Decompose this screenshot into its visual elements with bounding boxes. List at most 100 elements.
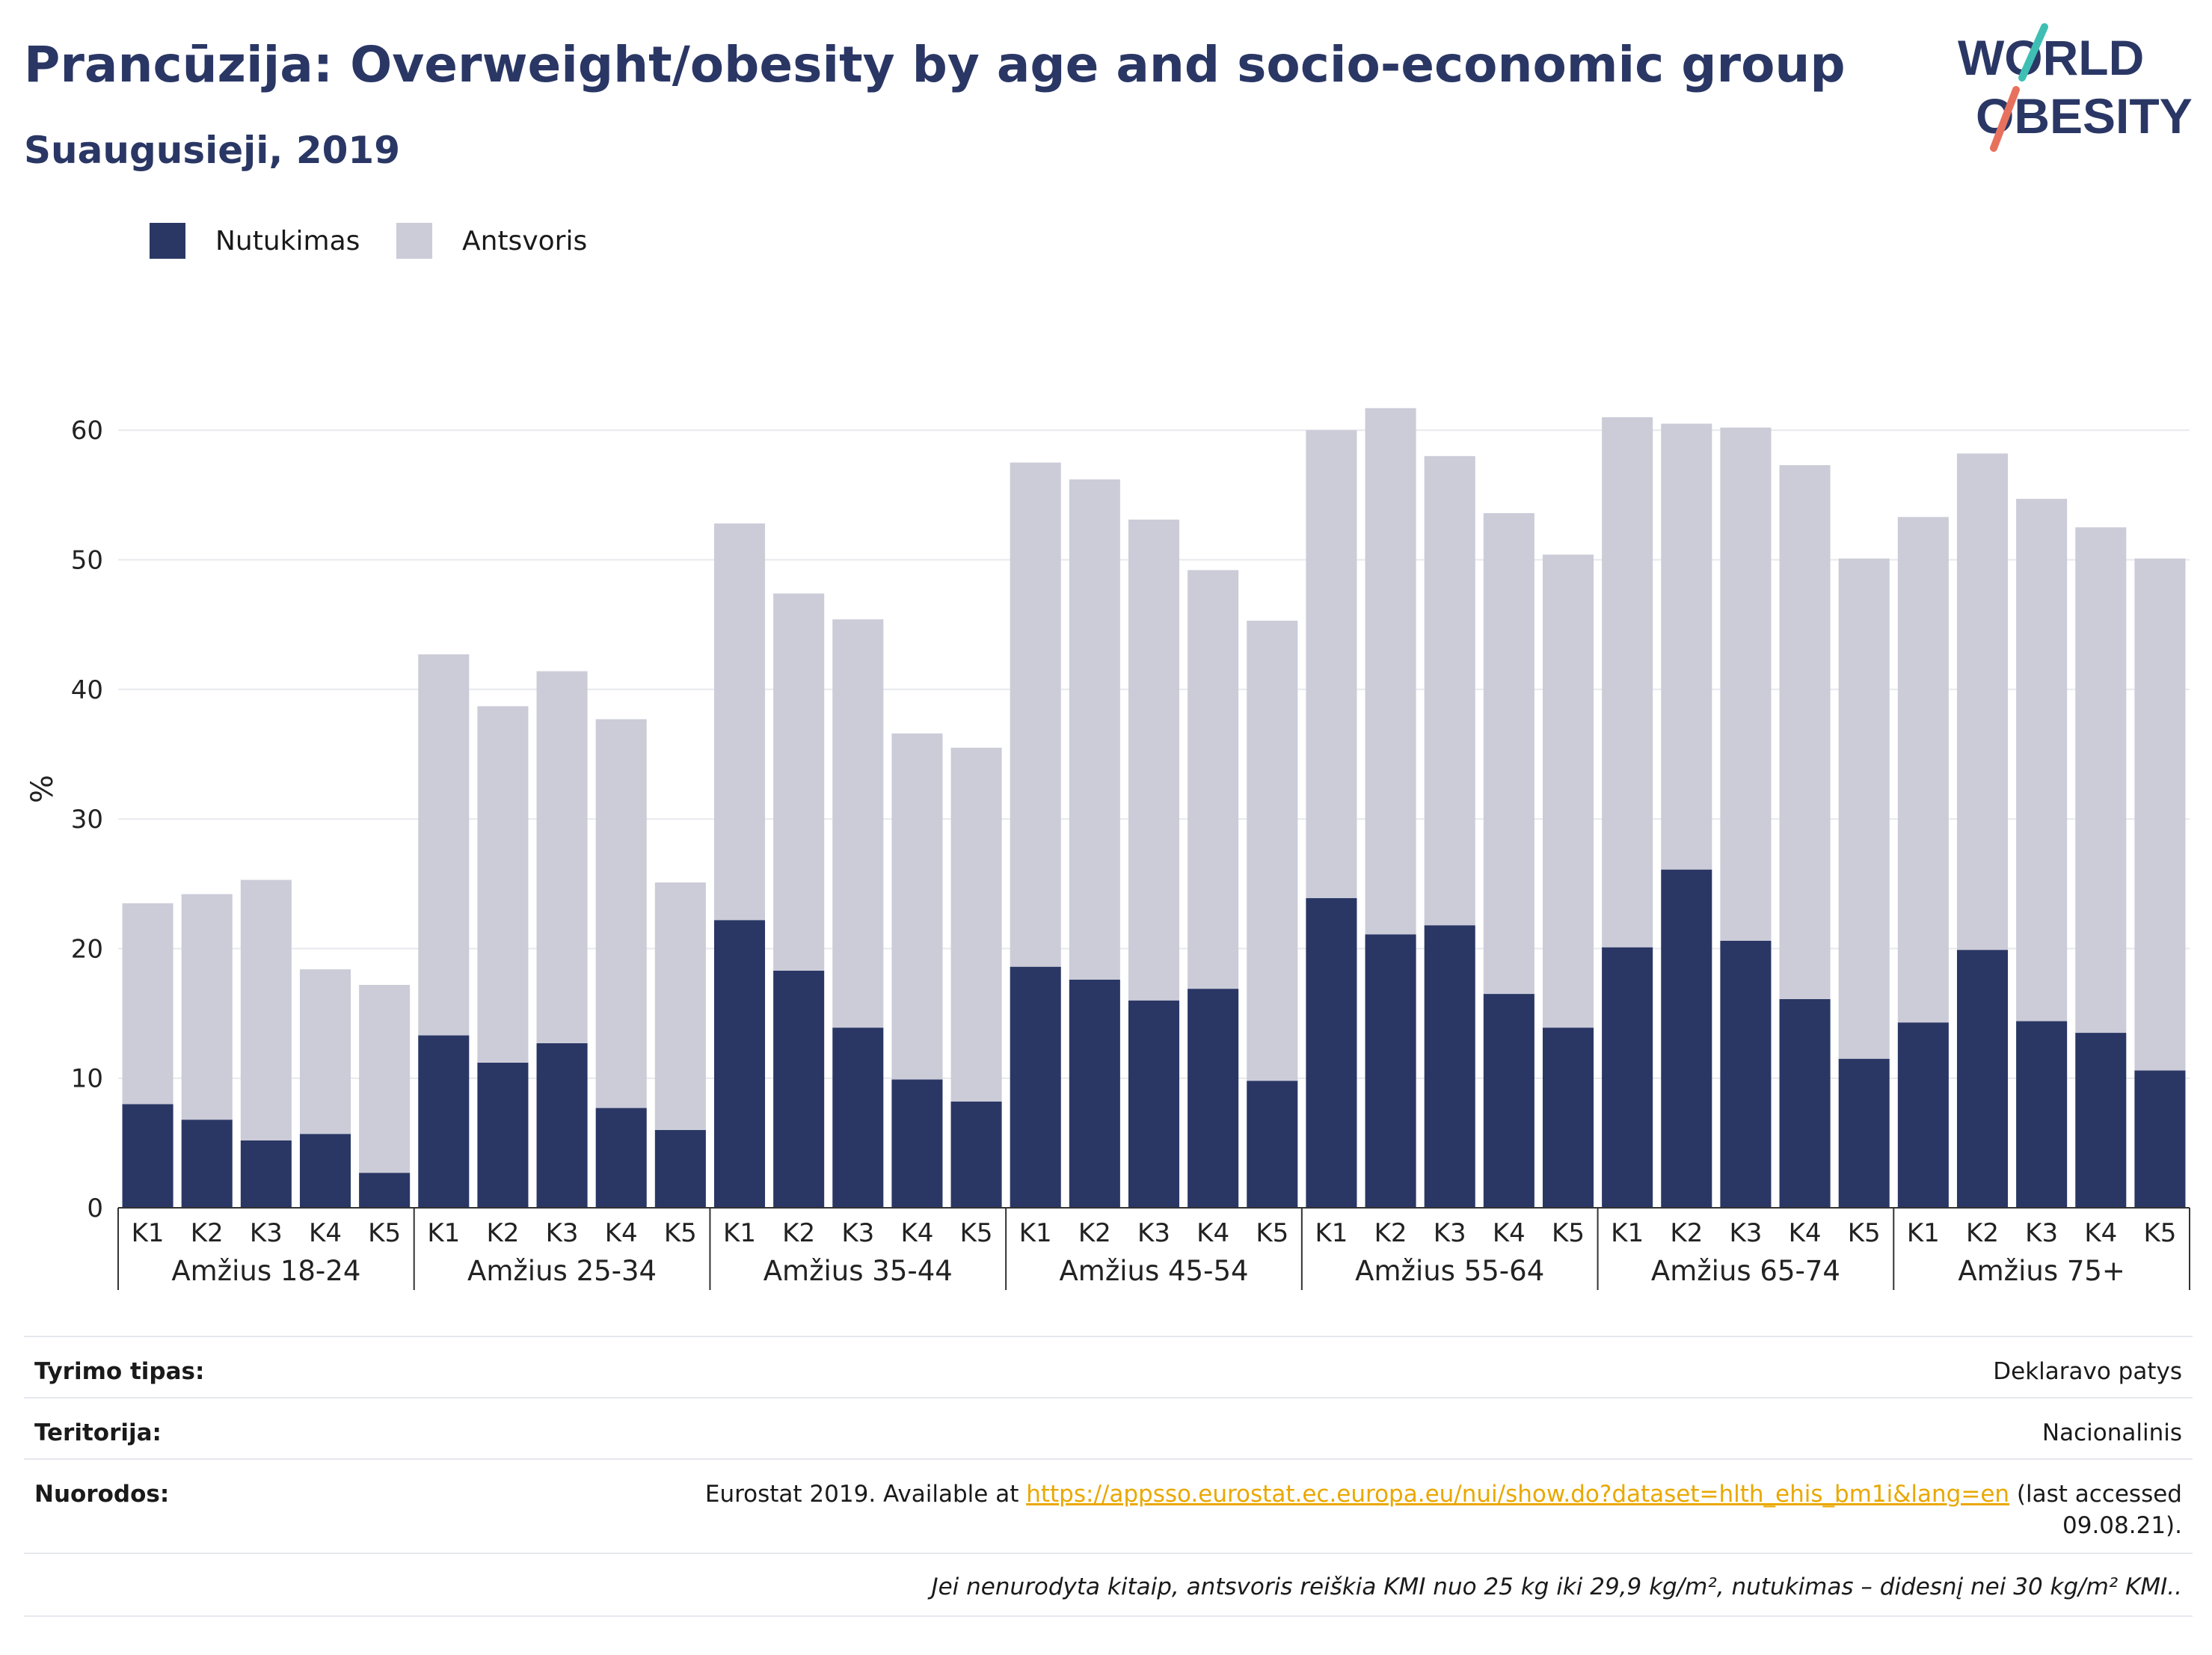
bar-obesity (2134, 1070, 2186, 1208)
survey-type-label: Tyrimo tipas: (34, 1358, 205, 1385)
bar-overweight (1128, 519, 1180, 1001)
y-tick-label: 20 (71, 934, 103, 964)
group-label: Amžius 25-34 (467, 1255, 657, 1287)
bar-obesity (1661, 869, 1712, 1208)
bar-obesity (1306, 897, 1357, 1208)
legend-label-overweight: Antsvoris (462, 225, 588, 257)
bar-overweight (181, 894, 233, 1120)
x-tick-label: K1 (132, 1218, 165, 1248)
x-tick-label: K1 (427, 1218, 460, 1248)
bar-obesity (950, 1101, 1002, 1208)
bar-overweight (240, 879, 292, 1140)
bar-obesity (536, 1043, 588, 1208)
logo-line1: WORLD (1958, 30, 2144, 85)
group-label: Amžius 75+ (1958, 1255, 2125, 1287)
x-tick-label: K5 (2143, 1218, 2176, 1248)
bar-overweight (2016, 499, 2068, 1022)
bar-obesity (1838, 1058, 1890, 1208)
bar-obesity (1128, 1000, 1180, 1208)
group-label: Amžius 35-44 (764, 1255, 953, 1287)
bar-overweight (1247, 620, 1298, 1081)
bar-overweight (418, 654, 470, 1036)
bar-overweight (1661, 423, 1712, 870)
survey-type-value: Deklaravo patys (1993, 1358, 2182, 1385)
y-tick-label: 50 (71, 546, 103, 576)
y-tick-label: 0 (87, 1194, 103, 1223)
bar-obesity (1424, 925, 1475, 1208)
x-tick-label: K2 (191, 1218, 224, 1248)
references-link[interactable]: https://appsso.eurostat.ec.europa.eu/nui… (1026, 1481, 2010, 1508)
bar-obesity (654, 1130, 706, 1208)
x-tick-label: K3 (250, 1218, 283, 1248)
x-tick-label: K4 (900, 1218, 933, 1248)
bar-overweight (2134, 558, 2186, 1071)
footer-row-note: Jei nenurodyta kitaip, antsvoris reiškia… (24, 1553, 2193, 1617)
x-tick-label: K1 (1611, 1218, 1644, 1248)
bar-obesity (1010, 966, 1061, 1208)
bar-obesity (773, 970, 825, 1208)
bar-obesity (1483, 994, 1534, 1208)
bar-overweight (1069, 479, 1120, 980)
x-tick-label: K4 (605, 1218, 638, 1248)
bar-obesity (1188, 989, 1239, 1208)
x-tick-label: K5 (1552, 1218, 1585, 1248)
bar-overweight (1779, 464, 1831, 999)
bar-overweight (1956, 453, 2009, 951)
x-tick-label: K5 (1848, 1218, 1881, 1248)
logo-coral-slash (1990, 86, 2020, 152)
x-tick-label: K5 (960, 1218, 993, 1248)
y-tick-label: 60 (71, 416, 103, 446)
bar-obesity (359, 1173, 411, 1208)
definition-note: Jei nenurodyta kitaip, antsvoris reiškia… (931, 1573, 2182, 1600)
page-title: Prancūzija: Overweight/obesity by age an… (24, 36, 1846, 93)
x-tick-label: K1 (1019, 1218, 1052, 1248)
bar-obesity (181, 1120, 233, 1208)
y-tick-label: 10 (71, 1064, 103, 1094)
group-label: Amžius 45-54 (1059, 1255, 1248, 1287)
legend-label-obesity: Nutukimas (215, 225, 360, 257)
bar-obesity (1247, 1081, 1298, 1208)
x-tick-label: K1 (1315, 1218, 1348, 1248)
bar-obesity (832, 1028, 884, 1208)
x-tick-label: K3 (2025, 1218, 2058, 1248)
x-tick-label: K4 (309, 1218, 342, 1248)
x-tick-label: K4 (1789, 1218, 1822, 1248)
references-date: 09.08.21). (2062, 1512, 2182, 1539)
logo-teal-slash (2018, 23, 2048, 82)
world-obesity-logo: WORLD OBESITY (1958, 23, 2193, 152)
x-tick-label: K2 (782, 1218, 815, 1248)
bar-overweight (1306, 430, 1357, 898)
bar-overweight (654, 882, 706, 1131)
bar-overweight (477, 706, 529, 1063)
footer-row-territory: Teritorija: Nacionalinis (24, 1397, 2193, 1460)
bar-overweight (1602, 417, 1653, 948)
x-tick-label: K4 (2084, 1218, 2117, 1248)
bar-overweight (1424, 455, 1475, 926)
legend-item-overweight: Antsvoris (396, 223, 587, 259)
x-tick-label: K5 (1256, 1218, 1288, 1248)
bar-overweight (122, 903, 173, 1105)
bar-obesity (240, 1140, 292, 1208)
group-label: Amžius 65-74 (1651, 1255, 1840, 1287)
references-prefix: Eurostat 2019. Available at (704, 1481, 1027, 1508)
footer-row-references: Nuorodos: Eurostat 2019. Available at ht… (24, 1458, 2193, 1554)
x-tick-label: K3 (546, 1218, 579, 1248)
x-tick-label: K3 (841, 1218, 874, 1248)
y-tick-label: 40 (71, 675, 103, 705)
bar-obesity (1602, 947, 1653, 1208)
bar-overweight (1542, 554, 1594, 1028)
footer-row-survey: Tyrimo tipas: Deklaravo patys (24, 1336, 2193, 1398)
x-tick-label: K2 (1966, 1218, 1999, 1248)
bar-overweight (359, 984, 411, 1173)
y-axis-label: % (25, 775, 60, 803)
bar-overweight (950, 747, 1002, 1102)
x-tick-label: K2 (1374, 1218, 1407, 1248)
group-label: Amžius 55-64 (1355, 1255, 1544, 1287)
bar-overweight (299, 969, 351, 1134)
page-subtitle: Suaugusieji, 2019 (24, 129, 400, 172)
bar-overweight (1010, 462, 1061, 967)
y-tick-label: 30 (71, 805, 103, 835)
x-tick-label: K2 (486, 1218, 519, 1248)
x-tick-label: K4 (1493, 1218, 1526, 1248)
x-tick-label: K3 (1137, 1218, 1170, 1248)
